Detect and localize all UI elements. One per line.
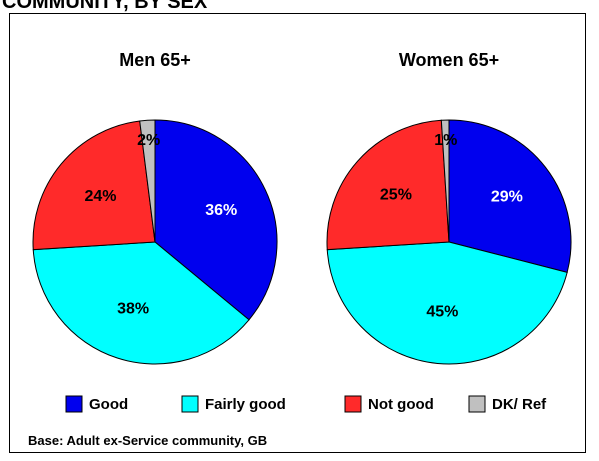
legend-label-good: Good bbox=[89, 396, 128, 413]
pie-slice-dk-ref bbox=[139, 119, 156, 243]
legend-swatch-good bbox=[65, 395, 83, 413]
slice-label-good: 36% bbox=[205, 202, 237, 219]
chart-header-title: COMMUNITY, BY SEX bbox=[2, 0, 208, 13]
slice-label-fairly-good: 45% bbox=[426, 304, 458, 321]
slice-label-not-good: 24% bbox=[84, 188, 116, 205]
base-note: Base: Adult ex-Service community, GB bbox=[28, 433, 268, 448]
pie-slice-fairly-good bbox=[326, 241, 568, 365]
legend-swatch-not-good bbox=[344, 395, 362, 413]
pie-men-65: Men 65+ 36% 38% 24% 2% bbox=[32, 50, 278, 365]
pie-slice-not-good bbox=[32, 120, 156, 251]
legend-swatch-fairly-good bbox=[181, 395, 199, 413]
pie-women-65: Women 65+ 29% 45% 25% 1% bbox=[326, 50, 572, 365]
legend-label-fairly-good: Fairly good bbox=[205, 396, 286, 413]
slice-label-good: 29% bbox=[491, 188, 523, 205]
slice-label-dk-ref: 2% bbox=[137, 132, 160, 149]
slice-label-fairly-good: 38% bbox=[117, 301, 149, 318]
legend-label-dk-ref: DK/ Ref bbox=[492, 396, 547, 413]
pie-slice-fairly-good bbox=[32, 241, 250, 365]
pie-slice-not-good bbox=[326, 119, 450, 251]
slice-label-not-good: 25% bbox=[380, 186, 412, 203]
pie-slice-good bbox=[154, 119, 278, 321]
legend-swatch-dk-ref bbox=[468, 395, 486, 413]
pie-title: Women 65+ bbox=[399, 50, 499, 70]
legend-label-not-good: Not good bbox=[368, 396, 434, 413]
pie-slice-dk-ref bbox=[440, 119, 450, 243]
pie-title: Men 65+ bbox=[119, 50, 191, 70]
legend: Good Fairly good Not good DK/ Ref bbox=[65, 395, 547, 413]
slice-label-dk-ref: 1% bbox=[434, 132, 457, 149]
pie-slice-good bbox=[448, 119, 572, 273]
